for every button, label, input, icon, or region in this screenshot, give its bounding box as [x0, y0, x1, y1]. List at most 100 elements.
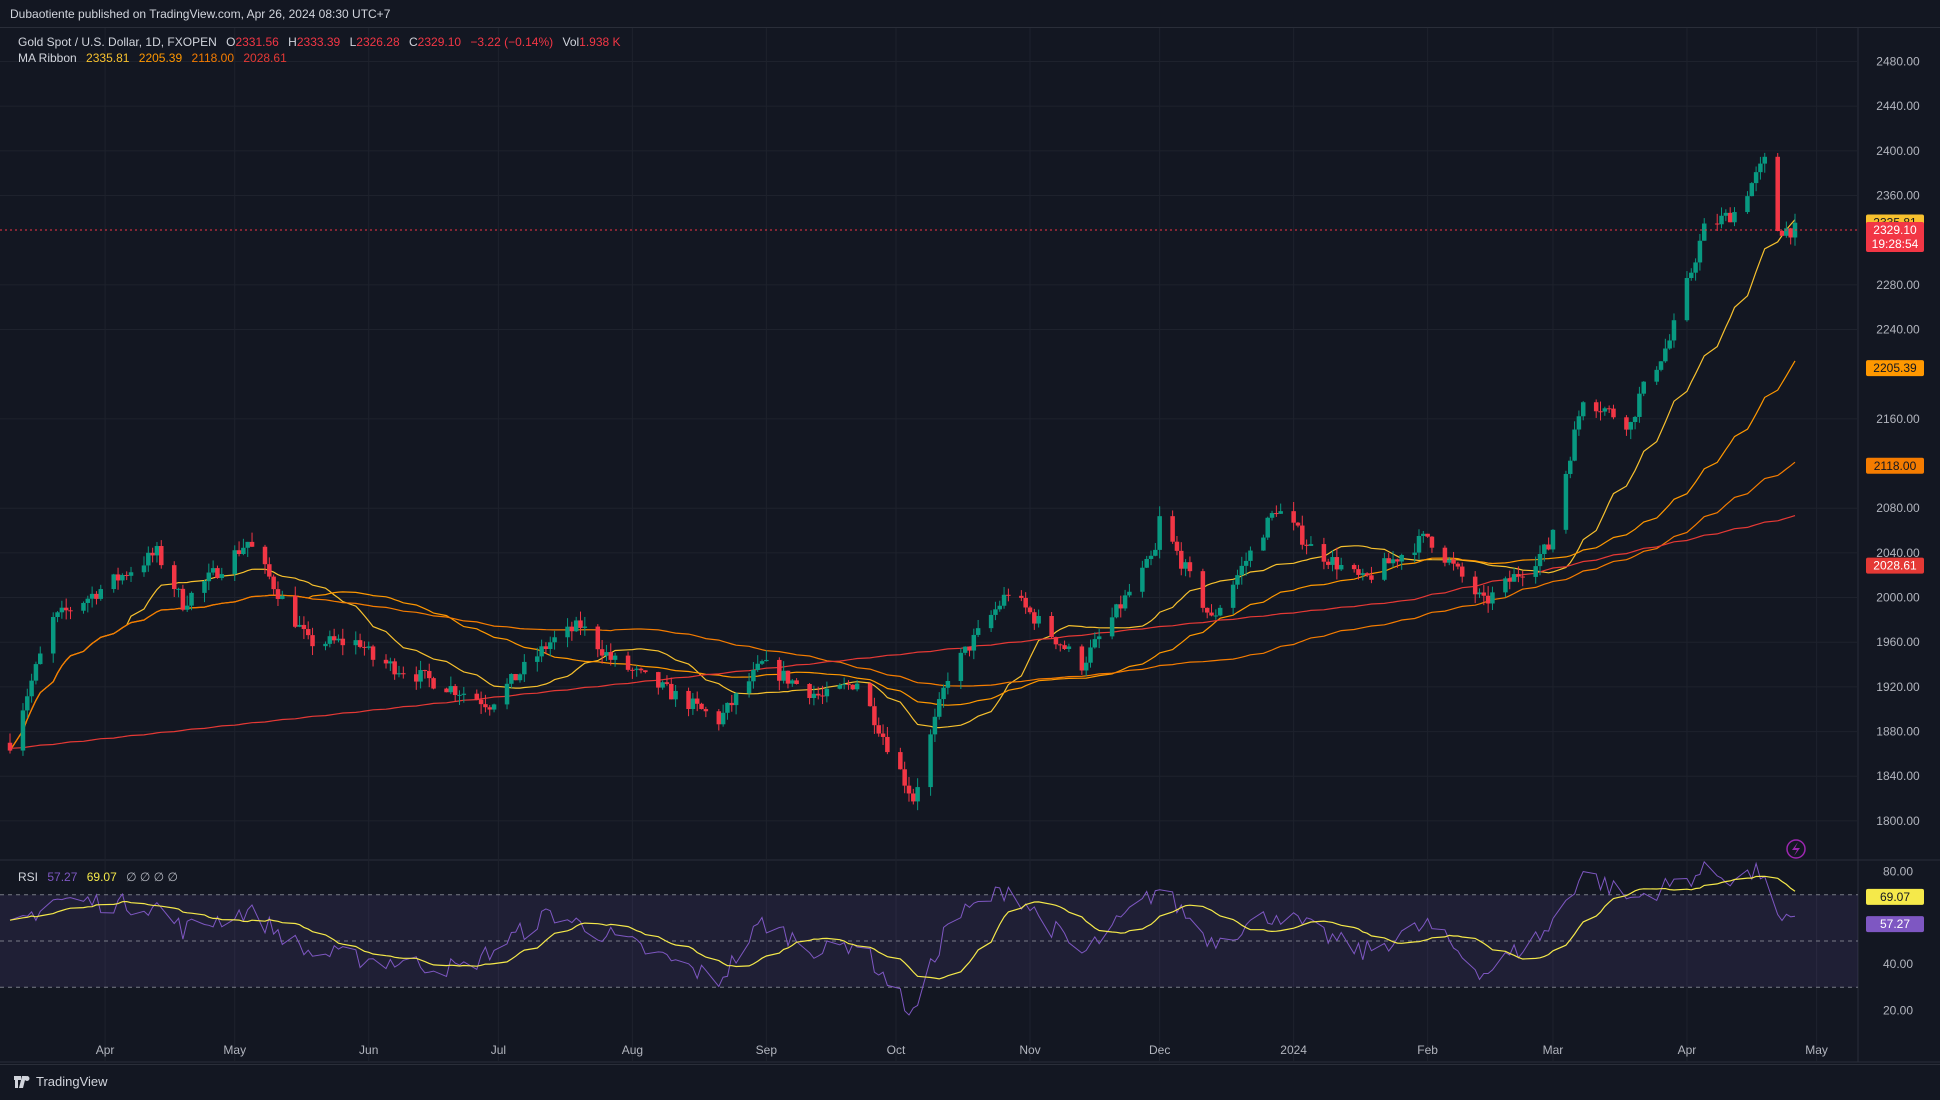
candle-body: [366, 646, 371, 648]
candle-body: [630, 669, 635, 671]
ma-price-badge: [1866, 360, 1924, 377]
time-tick-label: Sep: [756, 1043, 778, 1057]
candle-body: [94, 593, 99, 599]
rsi-tick-label: 40.00: [1883, 957, 1913, 971]
price-tick-label: 2280.00: [1876, 278, 1920, 292]
change-value: −3.22 (−0.14%): [470, 35, 554, 49]
candle-body: [1148, 555, 1154, 559]
candle-body: [599, 649, 605, 656]
candle-body: [1719, 215, 1724, 225]
price-tick-label: 1960.00: [1876, 635, 1920, 649]
candle-body: [958, 652, 964, 682]
candle-body: [357, 640, 363, 647]
time-tick-label: Aug: [622, 1043, 643, 1057]
candle-body: [1140, 567, 1145, 592]
candle-body: [638, 668, 644, 671]
candle-body: [1421, 533, 1426, 536]
candle-body: [483, 704, 488, 708]
symbol-title[interactable]: Gold Spot / U.S. Dollar, 1D, FXOPEN: [18, 35, 217, 49]
candle-body: [1360, 573, 1366, 575]
rsi-tick-label: 20.00: [1883, 1003, 1913, 1017]
candle-body: [1503, 578, 1508, 593]
last-price-label: 2329.10: [1873, 223, 1917, 237]
candle-body: [1606, 408, 1612, 410]
candle-body: [517, 674, 523, 681]
candle-body: [962, 646, 968, 653]
candle-body: [880, 733, 886, 737]
candle-body: [1006, 594, 1011, 596]
candle-body: [327, 636, 333, 644]
high-label: H: [288, 35, 297, 49]
candle-body: [267, 564, 272, 577]
candle-body: [1351, 564, 1357, 570]
candle-body: [915, 787, 920, 802]
tradingview-logo[interactable]: TradingView: [14, 1074, 108, 1089]
candle-body: [1714, 223, 1720, 225]
candle-body: [146, 552, 151, 566]
candle-body: [7, 742, 13, 751]
volume-label: Vol: [562, 35, 580, 49]
ma-price-badge-label: 2118.00: [1874, 459, 1917, 473]
alert-flash-icon: [1786, 839, 1806, 859]
candle-body: [1356, 569, 1361, 575]
candle-body: [1001, 594, 1007, 606]
candle-body: [604, 652, 609, 656]
candle-body: [1576, 416, 1582, 430]
candle-body: [1325, 561, 1331, 565]
candle-body: [1442, 547, 1448, 563]
candle-body: [997, 605, 1002, 610]
candle-body: [1516, 574, 1521, 577]
ma-price-badge-label: 2205.39: [1873, 361, 1917, 375]
candle-body: [1261, 537, 1266, 551]
candle-body: [1455, 563, 1461, 567]
candle-body: [898, 752, 903, 770]
rsi-label[interactable]: RSI: [18, 870, 39, 884]
rsi-empty-values: ∅ ∅ ∅ ∅: [126, 870, 178, 884]
candle-body: [1654, 369, 1659, 382]
candle-body: [625, 655, 631, 670]
candle-body: [1036, 616, 1041, 624]
candle-body: [794, 680, 799, 685]
candle-body: [1727, 212, 1733, 223]
candle-body: [1153, 549, 1158, 556]
candle-body: [1157, 516, 1162, 550]
candle-body: [38, 653, 43, 665]
candle-body: [414, 674, 419, 682]
candle-body: [55, 612, 60, 618]
candle-body: [1572, 429, 1577, 461]
candle-body: [928, 734, 933, 788]
candle-body: [331, 636, 337, 641]
candle-body: [820, 695, 825, 697]
ma-legend: MA Ribbon 2335.81 2205.39 2118.00 2028.6…: [18, 50, 287, 66]
ma-price-badge: [1866, 457, 1924, 474]
candle-body: [275, 589, 281, 599]
candle-body: [154, 546, 160, 556]
candles-group: [7, 152, 1798, 811]
candle-body: [478, 699, 484, 705]
candle-body: [1096, 636, 1102, 640]
tradingview-logo-icon: [14, 1075, 30, 1088]
candle-body: [1598, 411, 1603, 413]
candle-body: [539, 646, 544, 657]
candle-body: [1550, 529, 1556, 550]
candle-body: [81, 602, 86, 611]
candle-body: [1446, 559, 1452, 563]
ma-ribbon-label[interactable]: MA Ribbon: [18, 51, 77, 65]
rsi-line: [9, 860, 1796, 1016]
candle-body: [902, 769, 907, 786]
candle-body: [180, 588, 186, 610]
candle-body: [202, 581, 207, 593]
candle-body: [210, 568, 216, 573]
ma-price-badge-label: 2028.61: [1873, 559, 1917, 573]
candle-body: [1109, 617, 1115, 637]
candle-body: [141, 565, 147, 573]
candle-body: [535, 656, 540, 662]
candle-body: [1023, 597, 1028, 608]
close-value: 2329.10: [417, 35, 462, 49]
time-tick-label: Jul: [491, 1043, 506, 1057]
candle-body: [634, 668, 639, 670]
volume-value: 1.938 K: [579, 35, 621, 49]
candle-body: [1235, 575, 1240, 585]
candle-body: [911, 793, 916, 802]
